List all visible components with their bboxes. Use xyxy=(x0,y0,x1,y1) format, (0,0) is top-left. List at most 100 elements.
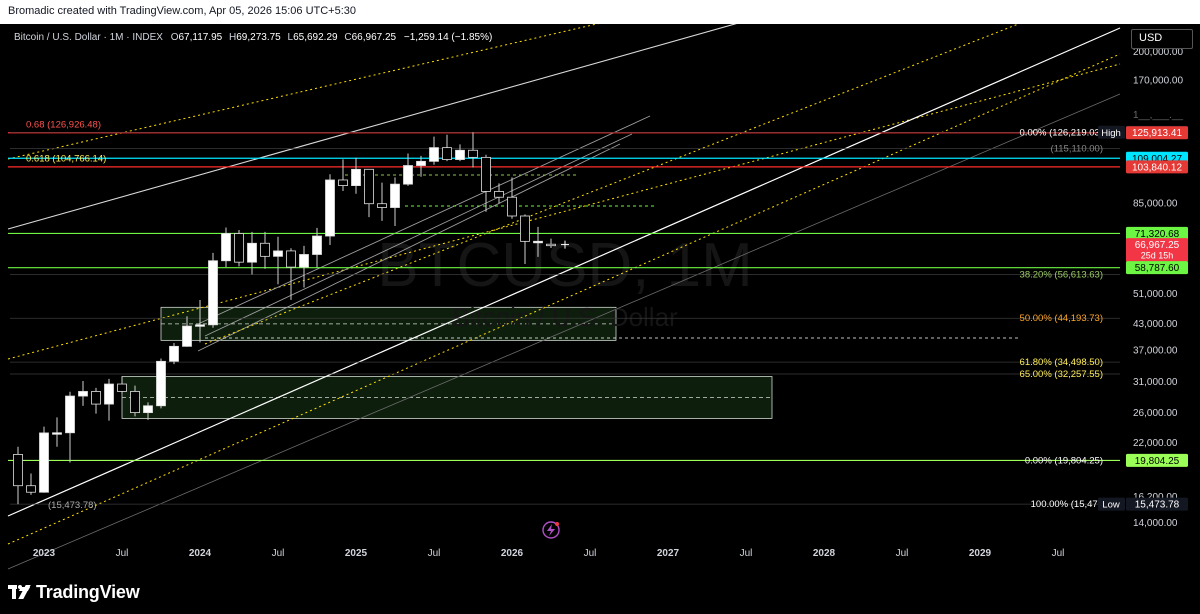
attribution-bar: Bromadic created with TradingView.com, A… xyxy=(0,0,1200,24)
price-tag-sub-5: 25d 15h xyxy=(1141,251,1174,261)
x-tick-7: Jul xyxy=(584,548,597,559)
fib-labels-layer: 0.00% (126,219.03) (115,110.00) 38.20% (56… xyxy=(26,119,1103,511)
channel-lines xyxy=(7,24,1121,570)
candle-body-34 xyxy=(455,149,465,160)
alert-icon[interactable] xyxy=(542,521,560,539)
candles-layer xyxy=(13,132,569,505)
price-tag-1: 125,913.41 xyxy=(1132,128,1182,139)
candle-body-26 xyxy=(351,168,361,186)
candle-body-9 xyxy=(130,391,140,414)
inner-channel-b xyxy=(204,133,633,337)
candle-body-10 xyxy=(143,405,153,414)
y-tick-3: 51,000.00 xyxy=(1133,289,1178,300)
price-tag-4: 71,320.68 xyxy=(1135,229,1180,240)
candle-body-16 xyxy=(221,233,231,262)
candle-body-5 xyxy=(78,391,88,397)
legend-open-value: 67,117.95 xyxy=(178,32,222,43)
fib-label-3: 50.00% (44,193.73) xyxy=(1020,313,1103,324)
price-tag-bg-3 xyxy=(1126,160,1188,174)
candle-body-7 xyxy=(104,383,114,405)
ohlc-legend: Bitcoin / U.S. Dollar · 1M · INDEX O67,1… xyxy=(14,32,492,43)
legend-close-value: 66,967.25 xyxy=(352,32,397,43)
candle-body-0 xyxy=(13,453,23,487)
price-tag-bg-6 xyxy=(1126,261,1188,275)
candle-body-29 xyxy=(390,183,400,208)
price-tag-bg-4 xyxy=(1126,226,1188,240)
y-tick-10: 14,000.00 xyxy=(1133,518,1178,529)
candle-body-41 xyxy=(546,243,556,247)
price-tag-3: 103,840.12 xyxy=(1132,162,1182,173)
lower-gray-line xyxy=(7,93,1121,570)
candle-body-8 xyxy=(117,383,127,392)
candle-body-38 xyxy=(507,196,517,217)
legend-close-label: C xyxy=(344,32,351,43)
price-tag-prefix-8: Low xyxy=(1102,500,1120,511)
currency-button[interactable]: USD xyxy=(1131,29,1193,49)
tradingview-logo[interactable]: TradingView xyxy=(8,580,140,604)
candle-body-31 xyxy=(416,160,426,166)
candle-body-35 xyxy=(468,149,478,158)
y-tick-9: 16,200.00 xyxy=(1133,492,1178,503)
price-chart[interactable]: BTCUSD, 1M Bitcoin / U.S. Dollar 0.00% (… xyxy=(0,24,1200,571)
candle-body-6 xyxy=(91,391,101,405)
candle-body-2 xyxy=(39,432,49,493)
y-tick-4: 43,000.00 xyxy=(1133,319,1178,330)
x-tick-11: Jul xyxy=(896,548,909,559)
horizontal-lines-layer xyxy=(8,131,1120,505)
tradingview-logo-icon xyxy=(8,585,31,599)
price-tags-layer: 126,219.03High125,913.41109,004.27103,84… xyxy=(1098,125,1188,511)
fib-label-5: 65.00% (32,257.55) xyxy=(1020,369,1103,380)
price-tag-prefix-0: High xyxy=(1101,128,1121,139)
candle-body-37 xyxy=(494,191,504,198)
legend-low-value: 65,692.29 xyxy=(293,32,338,43)
attribution-text: Bromadic created with TradingView.com, A… xyxy=(8,5,357,17)
candle-body-23 xyxy=(312,235,322,255)
left-fib-label-1: 0.618 (104,766.14) xyxy=(26,153,106,164)
fib-label-2: 38.20% (56,613.63) xyxy=(1020,269,1103,280)
legend-change: −1,259.14 (−1.85%) xyxy=(404,32,492,43)
svg-text:Bitcoin / U.S. Dollar · 1M · I: Bitcoin / U.S. Dollar · 1M · INDEX O67,1… xyxy=(14,32,492,43)
channel-upper-solid xyxy=(7,24,737,230)
candle-body-28 xyxy=(377,203,387,208)
inner-channel-c xyxy=(197,115,651,325)
price-tag-5: 66,967.25 xyxy=(1135,240,1180,251)
fib-label-4: 61.80% (34,498.50) xyxy=(1020,357,1103,368)
footer xyxy=(0,571,1200,614)
candle-body-1 xyxy=(26,485,36,493)
inner-channel-a xyxy=(197,143,621,352)
candle-body-11 xyxy=(156,360,166,407)
legend-high-value: 69,273.75 xyxy=(236,32,281,43)
candle-body-4 xyxy=(65,395,75,434)
candle-body-14 xyxy=(195,324,205,327)
candle-body-24 xyxy=(325,179,335,237)
fib-label-1: (115,110.00) xyxy=(1051,144,1103,155)
candle-body-33 xyxy=(442,147,452,160)
fib-label-0: 0.00% (126,219.03) xyxy=(1020,127,1103,138)
currency-label: USD xyxy=(1139,32,1163,44)
x-tick-0: 2023 xyxy=(33,548,56,559)
x-tick-13: Jul xyxy=(1052,548,1065,559)
price-tag-prefix-bg-8 xyxy=(1098,497,1125,511)
watermark-name: Bitcoin / U.S. Dollar xyxy=(452,302,678,332)
left-fib-label-0: 0.68 (126,926.48) xyxy=(26,119,101,130)
y-tick-partial: 1__,___.__ xyxy=(1133,110,1183,121)
candle-body-17 xyxy=(234,233,244,263)
candle-body-12 xyxy=(169,345,179,362)
fib-label-7: 100.00% (15,473 xyxy=(1031,499,1103,510)
legend-open-label: O xyxy=(171,32,179,43)
y-tick-7: 26,000.00 xyxy=(1133,408,1178,419)
inner-channel-dotted xyxy=(204,24,1020,345)
x-tick-2: 2024 xyxy=(189,548,212,559)
y-tick-1: 170,000.00 xyxy=(1133,76,1183,87)
candle-body-25 xyxy=(338,179,348,186)
legend-high-label: H xyxy=(229,32,236,43)
candle-body-18 xyxy=(247,242,257,263)
candle-body-39 xyxy=(520,215,530,242)
price-tag-bg-1 xyxy=(1126,126,1188,140)
y-tick-2: 85,000.00 xyxy=(1133,198,1178,209)
left-fib-label-2: (15,473.78) xyxy=(48,500,97,511)
candle-body-19 xyxy=(260,242,270,257)
y-tick-8: 22,000.00 xyxy=(1133,438,1178,449)
x-tick-5: Jul xyxy=(428,548,441,559)
y-tick-6: 31,000.00 xyxy=(1133,377,1178,388)
